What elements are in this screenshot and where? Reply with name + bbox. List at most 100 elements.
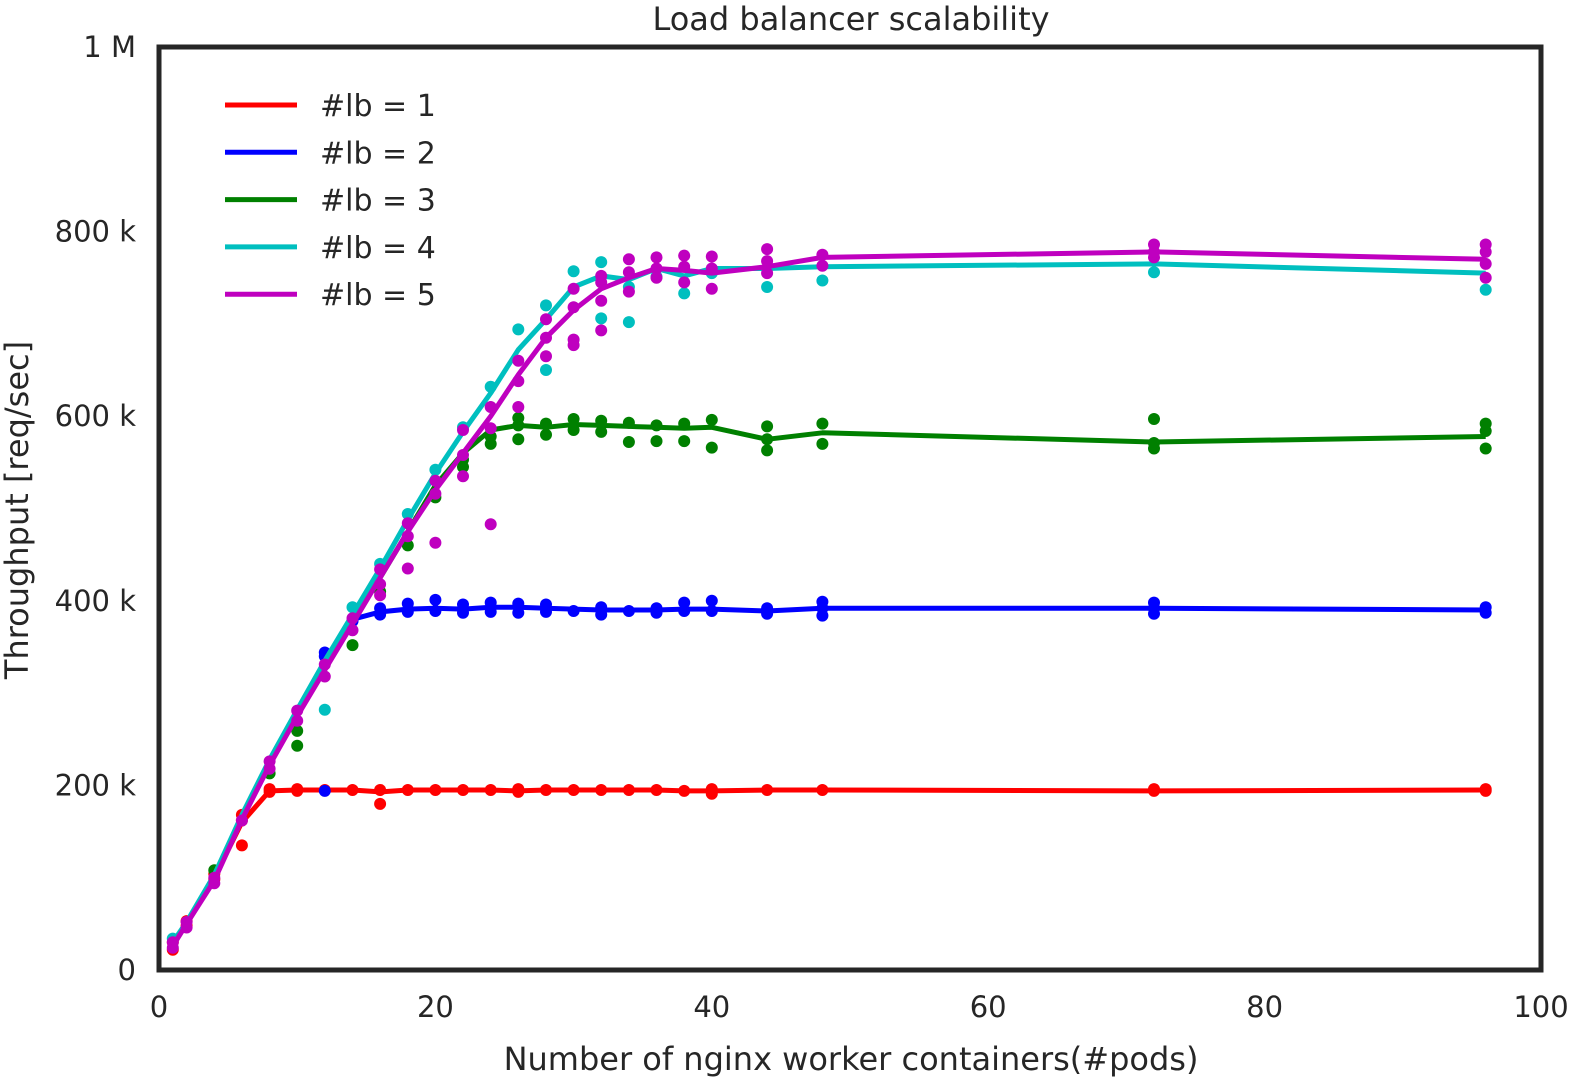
data-point xyxy=(567,265,580,278)
data-point xyxy=(429,593,442,606)
data-point xyxy=(816,259,829,272)
data-point xyxy=(761,281,774,293)
data-point xyxy=(1148,266,1160,279)
x-tick-label: 20 xyxy=(417,990,454,1024)
data-point xyxy=(1479,417,1492,430)
data-point xyxy=(374,797,387,810)
data-point xyxy=(595,256,608,269)
data-point xyxy=(567,333,580,346)
data-point xyxy=(540,299,552,312)
data-point xyxy=(816,417,829,430)
data-point xyxy=(512,433,525,446)
data-point xyxy=(540,313,552,326)
legend-label: #lb = 4 xyxy=(320,231,436,266)
data-point xyxy=(1148,413,1160,425)
legend-label: #lb = 5 xyxy=(320,278,436,313)
data-point xyxy=(401,562,414,575)
plot-marks xyxy=(166,238,1492,956)
data-point xyxy=(540,350,552,363)
data-point xyxy=(678,249,691,262)
data-point xyxy=(512,401,525,413)
data-point xyxy=(650,435,663,448)
legend: #lb = 1 #lb = 2 #lb = 3 #lb = 4 #lb = 5 xyxy=(225,89,436,313)
data-point xyxy=(595,324,608,337)
data-point xyxy=(346,639,359,652)
data-point xyxy=(595,269,608,282)
data-point xyxy=(678,276,691,289)
data-point xyxy=(761,420,774,433)
data-point xyxy=(678,435,691,448)
data-point xyxy=(374,589,387,602)
axis-ticks: 0 20 40 60 80 100 0 200 k 400 k 600 k 800 k 1 M xyxy=(55,30,1569,1024)
x-tick-label: 40 xyxy=(693,990,730,1024)
data-point xyxy=(1479,271,1492,284)
data-point xyxy=(622,436,635,448)
data-point xyxy=(816,437,829,450)
data-point xyxy=(678,287,691,300)
legend-entry: #lb = 3 xyxy=(225,184,436,219)
y-tick-label: 400 k xyxy=(55,584,137,618)
series-line xyxy=(170,422,1486,946)
chart-title: Load balancer scalability xyxy=(652,0,1049,38)
y-tick-label: 0 xyxy=(118,953,136,987)
x-tick-label: 80 xyxy=(1246,990,1283,1024)
data-point xyxy=(512,323,525,336)
y-axis-label: Throughput [req/sec] xyxy=(0,341,36,680)
data-point xyxy=(1479,442,1492,455)
series-5 xyxy=(166,238,1492,954)
data-point xyxy=(484,422,497,435)
data-point xyxy=(540,428,552,441)
data-point xyxy=(567,413,580,425)
data-point xyxy=(291,739,304,752)
data-point xyxy=(595,312,608,325)
data-point xyxy=(650,251,663,264)
y-tick-label: 600 k xyxy=(55,399,137,433)
data-point xyxy=(429,536,442,549)
legend-label: #lb = 2 xyxy=(320,136,436,171)
y-tick-label: 800 k xyxy=(55,215,137,249)
data-point xyxy=(1148,596,1160,609)
data-point xyxy=(540,364,552,376)
data-point xyxy=(484,518,497,531)
legend-entry: #lb = 1 xyxy=(225,89,436,124)
data-point xyxy=(622,285,635,298)
data-point xyxy=(235,839,248,852)
plot-frame xyxy=(156,44,1544,973)
data-point xyxy=(567,282,580,295)
data-point xyxy=(622,316,635,329)
data-point xyxy=(816,274,829,287)
series-line xyxy=(170,249,1486,948)
data-point xyxy=(1479,238,1492,251)
y-tick-label: 1 M xyxy=(83,30,136,64)
data-point xyxy=(650,271,663,284)
data-point xyxy=(318,784,331,797)
data-point xyxy=(761,243,774,256)
y-tick-label: 200 k xyxy=(55,768,137,802)
data-point xyxy=(318,703,331,716)
legend-entry: #lb = 4 xyxy=(225,231,436,266)
legend-label: #lb = 3 xyxy=(320,184,436,219)
data-point xyxy=(705,282,718,295)
data-point xyxy=(512,412,525,424)
data-point xyxy=(457,424,469,436)
legend-label: #lb = 1 xyxy=(320,89,436,124)
series-1 xyxy=(166,783,1492,956)
data-point xyxy=(512,354,525,367)
legend-entry: #lb = 5 xyxy=(225,278,436,313)
x-tick-label: 0 xyxy=(150,990,168,1024)
data-point xyxy=(291,724,304,737)
series-line xyxy=(170,604,1486,946)
data-point xyxy=(401,539,414,552)
series-line xyxy=(170,787,1486,946)
x-tick-label: 100 xyxy=(1513,990,1568,1024)
data-point xyxy=(705,413,718,426)
data-point xyxy=(705,250,718,263)
legend-entry: #lb = 2 xyxy=(225,136,436,171)
x-axis-label: Number of nginx worker containers(#pods) xyxy=(504,1040,1199,1078)
series-2 xyxy=(170,593,1492,946)
data-point xyxy=(595,425,608,438)
data-point xyxy=(1148,238,1160,251)
data-point xyxy=(595,294,608,307)
data-point xyxy=(678,596,691,609)
data-point xyxy=(1479,283,1492,296)
